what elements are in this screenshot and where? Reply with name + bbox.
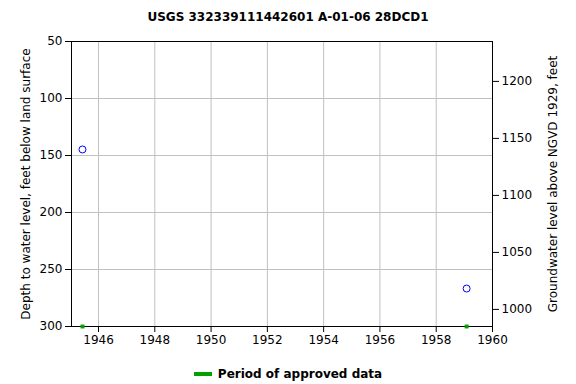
svg-text:Groundwater level above NGVD 1: Groundwater level above NGVD 1929, feet — [546, 55, 560, 312]
svg-text:100: 100 — [40, 91, 63, 105]
svg-text:300: 300 — [40, 319, 63, 333]
svg-text:250: 250 — [40, 262, 63, 276]
svg-text:50: 50 — [47, 34, 62, 48]
svg-text:1958: 1958 — [421, 333, 452, 347]
svg-text:1000: 1000 — [502, 302, 533, 316]
svg-text:1948: 1948 — [140, 333, 171, 347]
svg-text:1960: 1960 — [477, 333, 508, 347]
svg-text:1150: 1150 — [502, 131, 533, 145]
html-text:Period of approved data: Period of approved data — [217, 366, 383, 381]
html-text:USGS 332339111442601 A-01-06 2: USGS 332339111442601 A-01-06 28DCD1 — [147, 10, 429, 24]
svg-text:1950: 1950 — [196, 333, 227, 347]
svg-text:1200: 1200 — [502, 74, 533, 88]
svg-text:1956: 1956 — [365, 333, 396, 347]
svg-text:150: 150 — [40, 148, 63, 162]
svg-text:1050: 1050 — [502, 245, 533, 259]
svg-text:Depth to water level, feet bel: Depth to water level, feet below land su… — [19, 48, 33, 319]
svg-text:1100: 1100 — [502, 188, 533, 202]
svg-text:1946: 1946 — [83, 333, 114, 347]
svg-text:1952: 1952 — [252, 333, 283, 347]
svg-text:200: 200 — [40, 205, 63, 219]
svg-text:1954: 1954 — [308, 333, 339, 347]
